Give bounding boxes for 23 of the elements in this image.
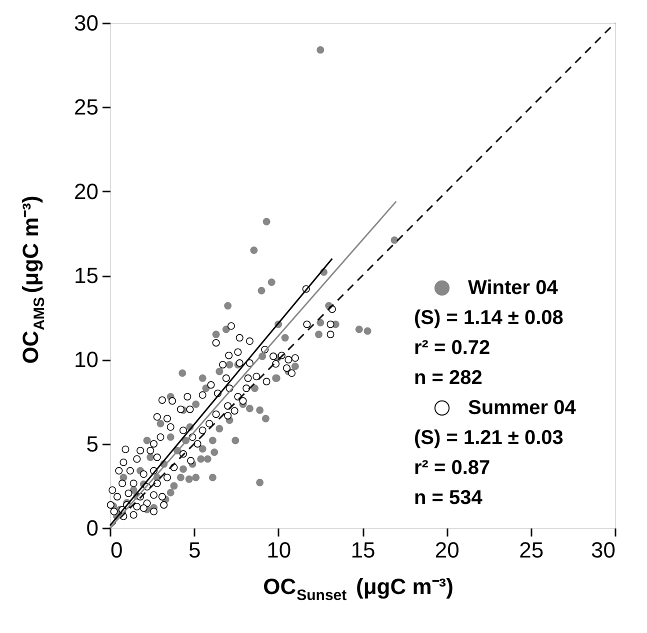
y-tick-label: 0 — [86, 516, 98, 540]
x-tick-label: 25 — [519, 538, 544, 562]
annotation: (S) = 1.14 ± 0.08 — [414, 307, 564, 329]
y-tick-label: 15 — [74, 263, 98, 288]
x-tick-label: 5 — [188, 538, 201, 562]
annotation: (S) = 1.21 ± 0.03 — [414, 427, 564, 449]
x-tick-label: 30 — [591, 538, 616, 562]
x-tick-label: 20 — [434, 538, 460, 562]
y-tick-label: 30 — [74, 10, 98, 36]
y-tick-label: 20 — [74, 178, 98, 204]
annotation: r² = 0.87 — [414, 457, 490, 479]
y-axis-title: OCAMS (μgC m⁻³) — [18, 196, 48, 364]
y-tick-label: 10 — [74, 347, 98, 372]
x-tick-label: 15 — [350, 538, 376, 562]
y-tick-label: 25 — [74, 94, 98, 120]
annotation: n = 534 — [414, 487, 484, 509]
legend-label: Summer 04 — [468, 397, 577, 419]
annotation: n = 282 — [414, 367, 482, 389]
x-tick-label: 10 — [266, 538, 292, 562]
annotation: r² = 0.72 — [414, 337, 490, 359]
y-tick-label: 5 — [86, 431, 98, 456]
legend-label: Winter 04 — [468, 277, 559, 299]
x-tick-label: 0 — [110, 538, 123, 562]
